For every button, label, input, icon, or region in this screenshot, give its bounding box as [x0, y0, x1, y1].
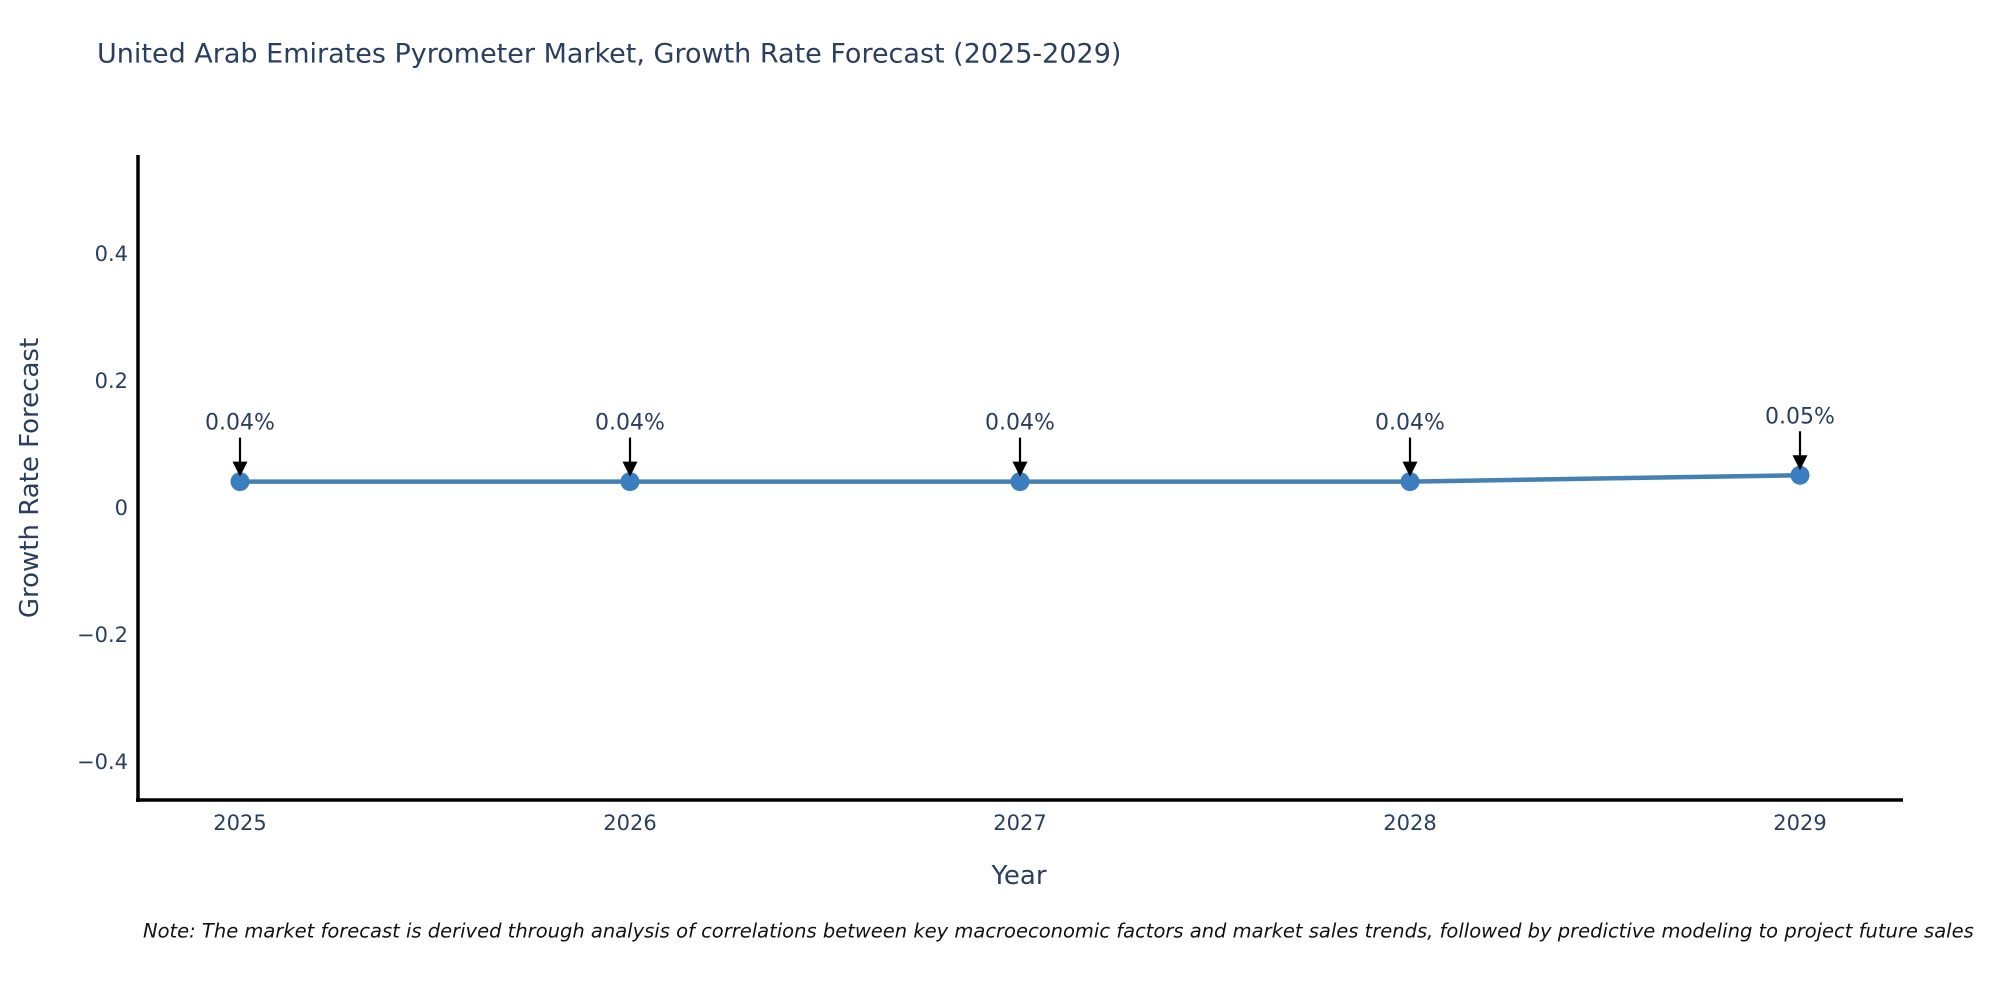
y-tick-label: −0.2	[77, 623, 128, 647]
x-tick-label: 2028	[1383, 811, 1436, 835]
x-tick-label: 2029	[1773, 811, 1826, 835]
footnote: Note: The market forecast is derived thr…	[143, 919, 1974, 943]
data-point-marker	[620, 472, 640, 492]
point-annotation-label: 0.04%	[985, 411, 1055, 436]
point-annotation-label: 0.04%	[595, 411, 665, 436]
point-annotation-label: 0.04%	[205, 411, 275, 436]
chart-title: United Arab Emirates Pyrometer Market, G…	[97, 38, 1122, 70]
data-point-marker	[230, 472, 250, 492]
x-axis-title: Year	[991, 861, 1047, 891]
y-tick-label: 0.2	[95, 369, 128, 393]
point-annotation-label: 0.05%	[1765, 404, 1835, 429]
y-tick-label: −0.4	[77, 750, 128, 774]
annotation-arrowhead-icon	[1792, 455, 1808, 471]
point-annotation-label: 0.04%	[1375, 411, 1445, 436]
data-point-marker	[1790, 465, 1810, 485]
data-point-marker	[1010, 472, 1030, 492]
x-tick-label: 2025	[213, 811, 266, 835]
x-tick-label: 2027	[993, 811, 1046, 835]
data-point-marker	[1400, 472, 1420, 492]
x-tick-label: 2026	[603, 811, 656, 835]
y-tick-label: 0.4	[95, 242, 128, 266]
annotation-arrowhead-icon	[622, 461, 638, 477]
annotation-arrowhead-icon	[1402, 461, 1418, 477]
annotation-arrowhead-icon	[1012, 461, 1028, 477]
annotation-arrowhead-icon	[232, 461, 248, 477]
y-tick-label: 0	[115, 496, 128, 520]
